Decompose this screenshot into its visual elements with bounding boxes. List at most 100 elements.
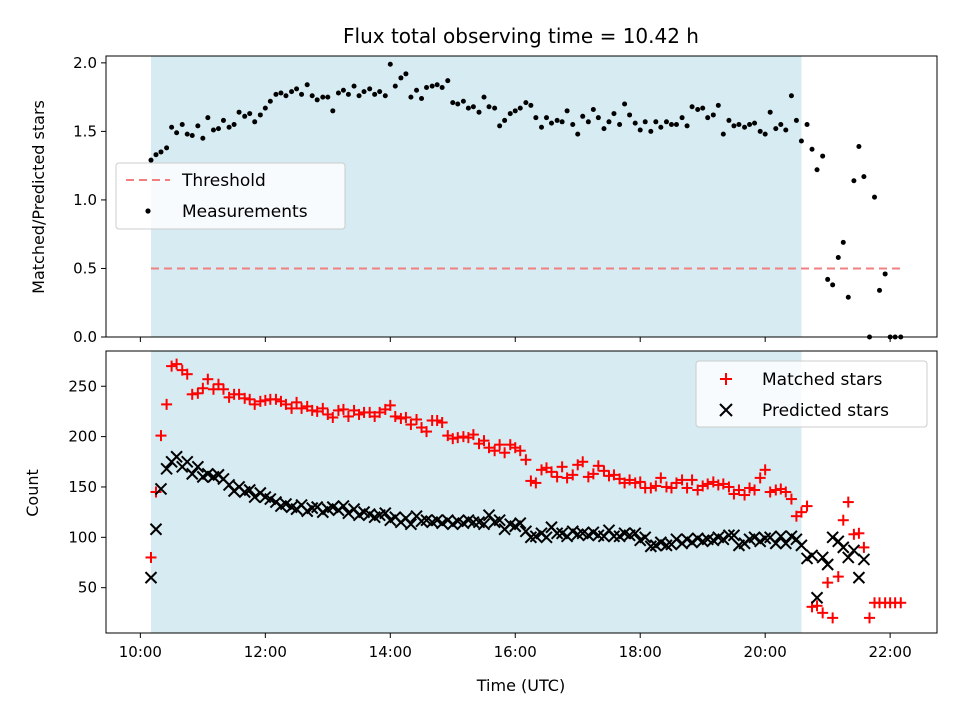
measurement-point: [861, 174, 867, 180]
predicted-star-point: [852, 571, 866, 584]
predicted-star-point: [629, 527, 642, 540]
measurement-point: [726, 117, 732, 123]
matched-star-point: [317, 402, 329, 414]
measurement-point: [720, 131, 726, 137]
matched-star-point: [645, 482, 657, 494]
matched-star-point: [212, 378, 224, 390]
predicted-star-point: [170, 450, 183, 463]
matched-star-point: [603, 470, 615, 482]
measurement-point: [320, 94, 326, 100]
measurement-point: [814, 167, 820, 173]
matched-star-point: [181, 368, 193, 380]
measurement-point: [523, 100, 529, 106]
matched-star-point: [848, 528, 860, 540]
measurement-point: [450, 100, 456, 106]
measurement-point: [205, 115, 211, 121]
matched-star-point: [457, 431, 469, 443]
predicted-star-point: [514, 517, 527, 530]
matched-star-point: [395, 412, 407, 424]
count-y-tick-label: 50: [78, 579, 97, 597]
matched-star-point: [405, 419, 417, 431]
matched-star-point: [739, 489, 751, 501]
measurement-point: [164, 145, 170, 151]
matched-star-point: [545, 466, 557, 478]
predicted-star-point: [717, 533, 730, 546]
measurement-point: [189, 133, 195, 139]
measurement-point: [533, 115, 539, 121]
count-legend: Matched stars Predicted stars: [695, 360, 928, 428]
ratio-plot-frame: [105, 55, 938, 338]
count-y-tick-label: 250: [68, 377, 97, 395]
measurement-point: [627, 112, 633, 118]
measurement-point: [882, 271, 888, 277]
measurement-point: [830, 282, 836, 288]
measurement-point: [304, 82, 310, 88]
matched-star-point: [483, 442, 495, 454]
measurement-point: [856, 143, 862, 149]
matched-star-point: [676, 474, 688, 486]
predicted-star-point: [243, 483, 256, 497]
matched-star-point: [822, 577, 834, 589]
predicted-star-point: [607, 530, 621, 543]
matched-star-point: [780, 486, 792, 498]
predicted-star-point: [722, 529, 736, 542]
measurement-point: [653, 119, 659, 125]
matched-star-point: [598, 465, 610, 477]
predicted-star-point: [685, 536, 699, 549]
chart-title: Flux total observing time = 10.42 h: [343, 24, 699, 48]
matched-star-point: [795, 506, 807, 518]
measurement-point: [668, 122, 674, 128]
matched-star-point: [608, 469, 620, 481]
matched-star-point: [785, 493, 797, 505]
measurement-point: [195, 123, 201, 129]
measurement-point: [851, 178, 857, 184]
predicted-star-point: [144, 571, 158, 584]
count-x-ticks: 10:00 12:00 14:00 16:00 18:00 20:00 22:00: [119, 633, 912, 661]
legend-measurements-label: Measurements: [182, 202, 308, 222]
measurement-point: [700, 105, 706, 111]
matched-star-point: [587, 468, 599, 480]
measurement-point: [580, 113, 586, 119]
measurement-point: [673, 122, 679, 128]
measurement-point: [345, 91, 351, 97]
matched-star-point: [389, 410, 401, 422]
measurement-point: [793, 117, 799, 123]
matched-star-point: [525, 475, 537, 487]
measurement-point: [210, 127, 216, 133]
legend-predicted-label: Predicted stars: [762, 401, 889, 421]
matched-star-point: [723, 481, 735, 493]
matched-star-point: [145, 551, 157, 563]
matched-star-point: [514, 445, 526, 457]
measurement-point: [548, 120, 554, 126]
x-axis-label: Time (UTC): [476, 676, 565, 695]
measurement-point: [377, 89, 383, 95]
measurement-point: [476, 109, 482, 115]
predicted-star-point: [191, 460, 205, 474]
matched-star-point: [702, 478, 714, 490]
measurement-point: [414, 87, 420, 93]
measurement-point: [392, 83, 398, 89]
predicted-star-point: [379, 506, 392, 520]
measurement-point: [497, 123, 503, 129]
measurement-point: [351, 83, 357, 89]
predicted-star-point: [482, 508, 496, 522]
measurement-point: [231, 122, 237, 128]
measurement-point: [257, 112, 263, 118]
ratio-y-tick-label: 0.0: [73, 328, 97, 346]
matched-star-point: [827, 612, 839, 624]
predicted-star-point: [795, 539, 808, 552]
measurement-point: [200, 135, 206, 141]
count-y-ticks: 50 100 150 200 250: [68, 377, 106, 597]
matched-star-point: [530, 477, 542, 489]
measurement-point: [424, 85, 430, 91]
predicted-star-point: [826, 531, 839, 544]
measurement-point: [460, 98, 466, 104]
matched-star-point: [853, 527, 865, 539]
matched-star-point: [270, 393, 282, 405]
measurement-point: [632, 120, 638, 126]
matched-star-point: [733, 484, 745, 496]
measurement-point: [215, 126, 221, 132]
ratio-y-tick-label: 0.5: [73, 259, 97, 277]
measurement-point: [757, 128, 763, 134]
